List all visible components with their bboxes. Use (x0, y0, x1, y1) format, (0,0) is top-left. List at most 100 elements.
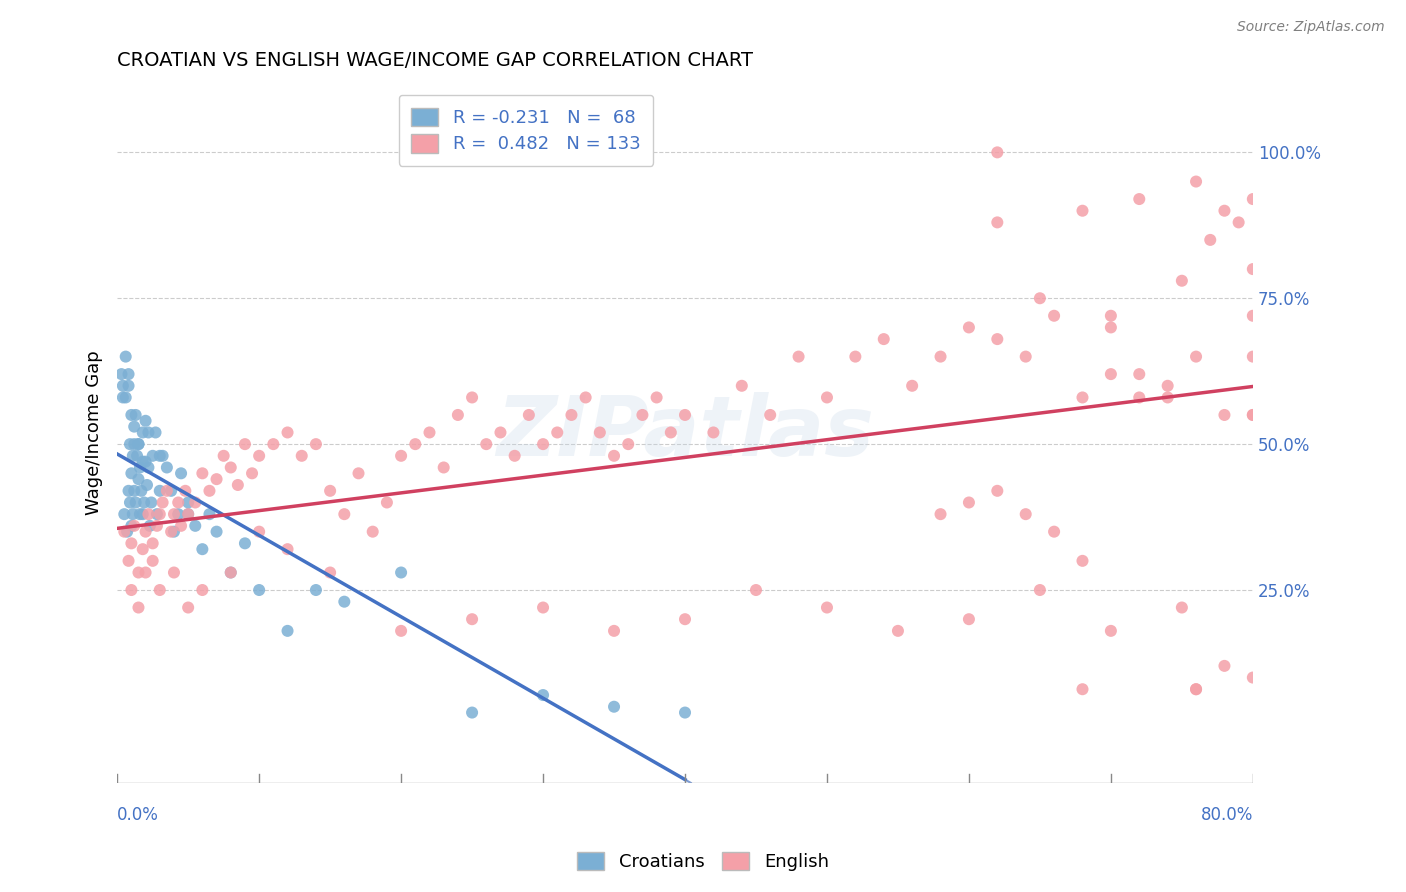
Point (1099, 320, 1122, 334)
Legend: R = -0.231   N =  68, R =  0.482   N = 133: R = -0.231 N = 68, R = 0.482 N = 133 (399, 95, 654, 166)
Point (1241, 309, 1264, 323)
Point (1099, 367, 1122, 381)
Point (127, 600, 149, 615)
Point (787, 350, 810, 364)
Point (702, 425, 724, 440)
Point (603, 624, 626, 638)
Point (1128, 367, 1150, 381)
Point (184, 495, 207, 509)
Point (461, 391, 484, 405)
Point (489, 425, 512, 440)
Point (433, 460, 456, 475)
Point (531, 600, 554, 615)
Point (117, 378, 139, 392)
Point (659, 425, 682, 440)
Point (319, 483, 342, 498)
Point (112, 524, 135, 539)
Point (375, 495, 398, 509)
Point (135, 566, 157, 580)
Point (361, 524, 384, 539)
Point (517, 408, 540, 422)
Text: 80.0%: 80.0% (1201, 806, 1253, 824)
Point (191, 582, 214, 597)
Point (347, 467, 370, 481)
Point (873, 332, 896, 346)
Point (177, 507, 200, 521)
Point (475, 437, 498, 451)
Point (177, 507, 200, 521)
Point (531, 437, 554, 451)
Point (957, 320, 980, 334)
Point (1029, 291, 1052, 305)
Point (277, 542, 299, 557)
Point (167, 495, 190, 509)
Point (146, 518, 169, 533)
Point (1171, 274, 1194, 288)
Point (152, 495, 174, 509)
Point (1128, 391, 1150, 405)
Point (198, 507, 221, 521)
Point (333, 595, 356, 609)
Point (111, 391, 134, 405)
Point (124, 408, 146, 422)
Point (122, 518, 145, 533)
Point (844, 350, 866, 364)
Point (120, 518, 142, 533)
Point (603, 699, 626, 714)
Point (127, 472, 149, 486)
Point (1071, 203, 1094, 218)
Point (531, 688, 554, 702)
Point (1156, 378, 1178, 392)
Point (118, 437, 141, 451)
Point (114, 391, 136, 405)
Point (156, 483, 179, 498)
Point (461, 612, 484, 626)
Point (117, 483, 139, 498)
Point (142, 536, 165, 550)
Point (233, 536, 256, 550)
Point (503, 449, 526, 463)
Text: ZIPatlas: ZIPatlas (496, 392, 875, 473)
Point (132, 425, 155, 440)
Point (174, 483, 197, 498)
Point (170, 518, 193, 533)
Point (117, 367, 139, 381)
Point (1241, 350, 1264, 364)
Point (120, 536, 142, 550)
Point (111, 378, 134, 392)
Point (1171, 600, 1194, 615)
Point (233, 437, 256, 451)
Point (247, 582, 270, 597)
Point (461, 706, 484, 720)
Point (191, 467, 214, 481)
Point (226, 478, 249, 492)
Point (631, 408, 654, 422)
Point (219, 460, 242, 475)
Y-axis label: Wage/Income Gap: Wage/Income Gap (86, 350, 103, 515)
Point (117, 554, 139, 568)
Point (745, 582, 768, 597)
Point (1043, 309, 1066, 323)
Point (177, 495, 200, 509)
Point (986, 145, 1008, 160)
Point (149, 449, 172, 463)
Point (1071, 391, 1094, 405)
Point (1199, 233, 1222, 247)
Point (139, 518, 162, 533)
Legend: Croatians, English: Croatians, English (569, 845, 837, 879)
Point (177, 600, 200, 615)
Point (134, 495, 156, 509)
Point (247, 524, 270, 539)
Point (198, 483, 221, 498)
Point (219, 566, 242, 580)
Point (240, 467, 263, 481)
Point (1213, 203, 1236, 218)
Point (262, 437, 284, 451)
Point (160, 483, 183, 498)
Point (131, 483, 153, 498)
Point (135, 414, 157, 428)
Point (277, 425, 299, 440)
Point (815, 391, 838, 405)
Point (129, 507, 152, 521)
Point (1029, 582, 1052, 597)
